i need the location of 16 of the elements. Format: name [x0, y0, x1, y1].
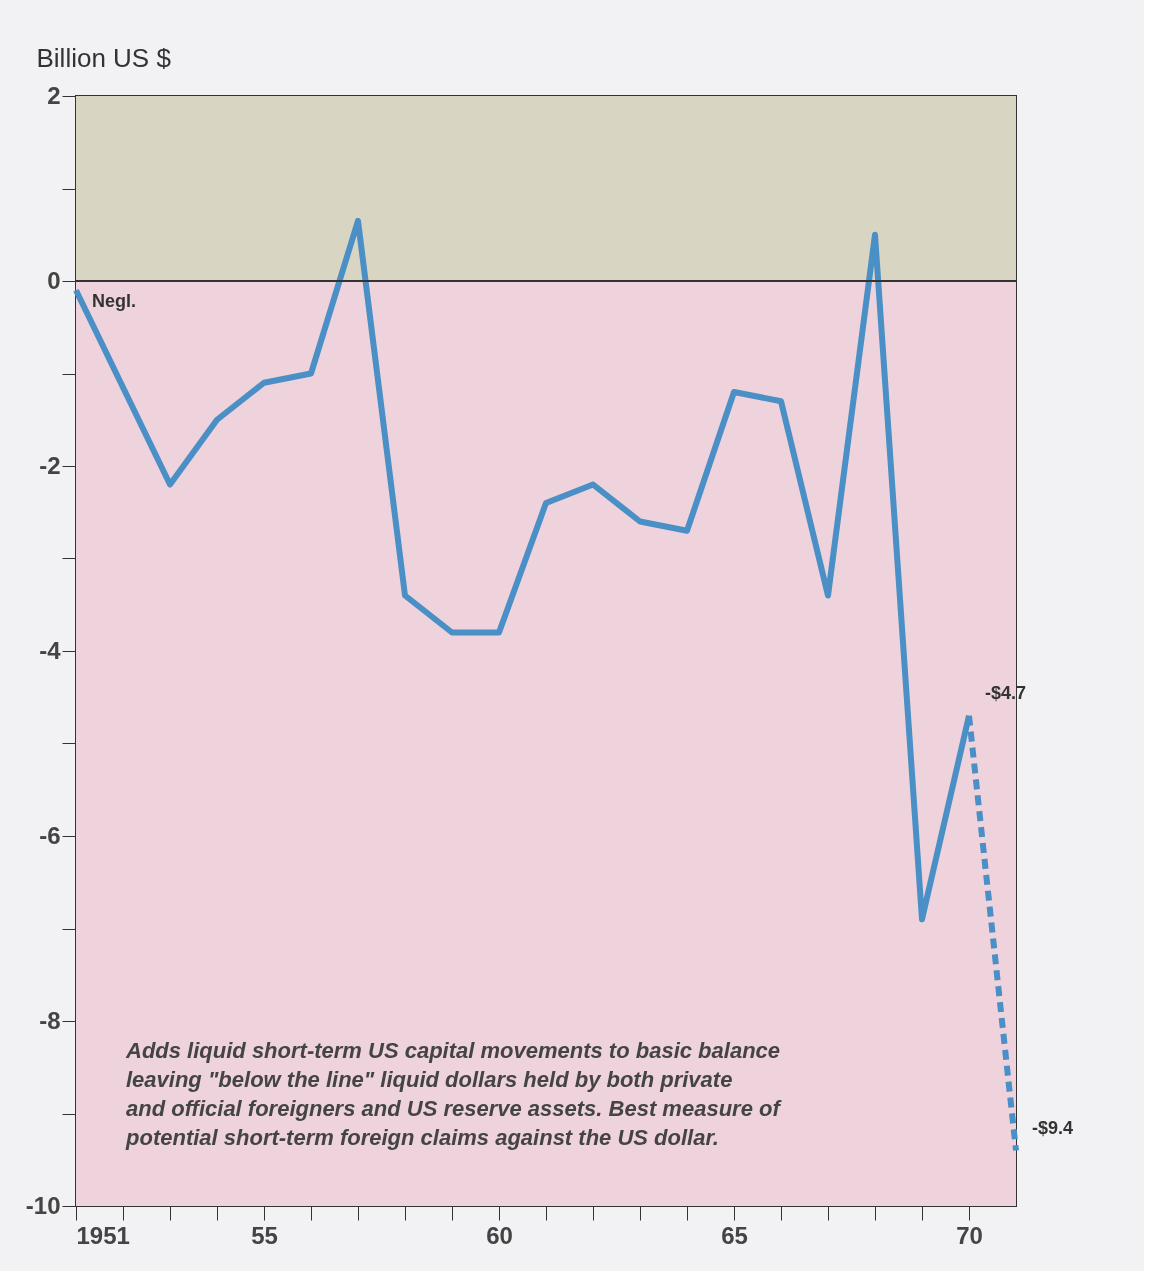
y-axis-title: Billion US $ — [36, 42, 172, 73]
x-tick-label: 60 — [486, 1221, 513, 1249]
annotation: Negl. — [92, 291, 137, 312]
x-tick-label: 1951 — [76, 1221, 130, 1249]
y-tick-label: -8 — [39, 1006, 61, 1034]
y-tick-label: -10 — [25, 1191, 61, 1219]
x-tick-label: 65 — [721, 1221, 748, 1249]
y-tick-label: -2 — [39, 451, 61, 479]
y-tick-label: -6 — [39, 821, 61, 849]
y-tick-label: 2 — [47, 81, 61, 109]
x-tick-label: 70 — [956, 1221, 983, 1249]
y-tick-label: 0 — [47, 266, 61, 294]
y-tick-label: -4 — [39, 636, 62, 664]
annotation: -$9.4 — [1032, 1117, 1074, 1138]
annotation: Adds liquid short-term US capital movements to basic balance leaving "below the line" liquid dollars held by both private and official foreigners and US reserve assets. Best measure of potential short-term foreign claims against the US dollar. — [125, 1038, 783, 1150]
x-tick-label: 55 — [251, 1221, 278, 1249]
